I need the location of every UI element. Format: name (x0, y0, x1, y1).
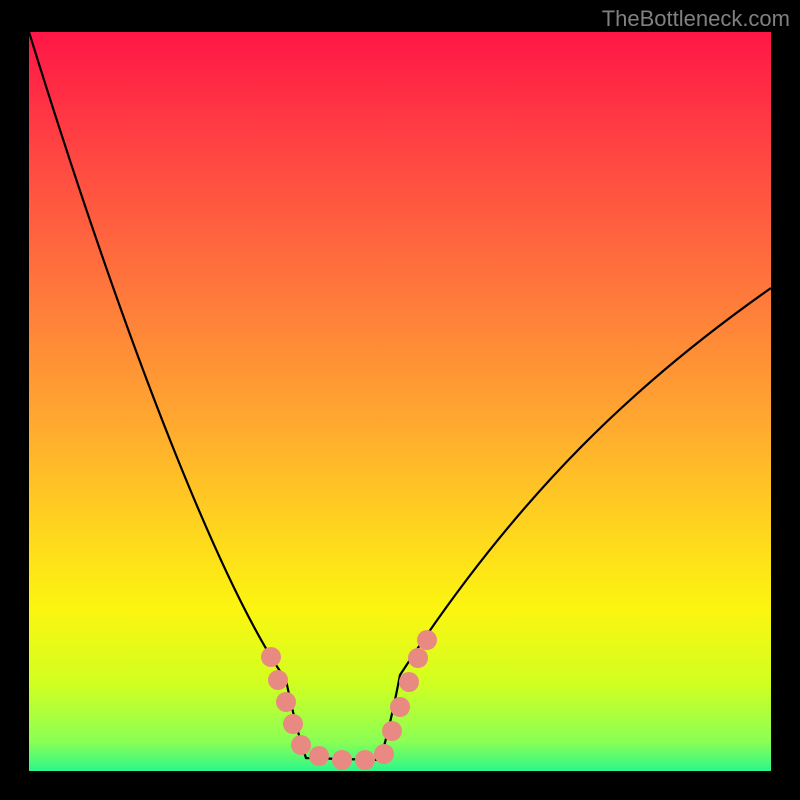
watermark-text: TheBottleneck.com (602, 6, 790, 32)
data-marker (261, 647, 281, 667)
data-marker (382, 721, 402, 741)
markers-group (261, 630, 437, 770)
data-marker (268, 670, 288, 690)
data-marker (399, 672, 419, 692)
data-marker (309, 746, 329, 766)
data-marker (417, 630, 437, 650)
bottleneck-curve (29, 32, 771, 760)
data-marker (283, 714, 303, 734)
data-marker (408, 648, 428, 668)
data-marker (355, 750, 375, 770)
data-marker (390, 697, 410, 717)
data-marker (332, 750, 352, 770)
data-marker (374, 744, 394, 764)
data-marker (276, 692, 296, 712)
curve-layer (0, 0, 800, 800)
data-marker (291, 735, 311, 755)
chart-container: TheBottleneck.com (0, 0, 800, 800)
